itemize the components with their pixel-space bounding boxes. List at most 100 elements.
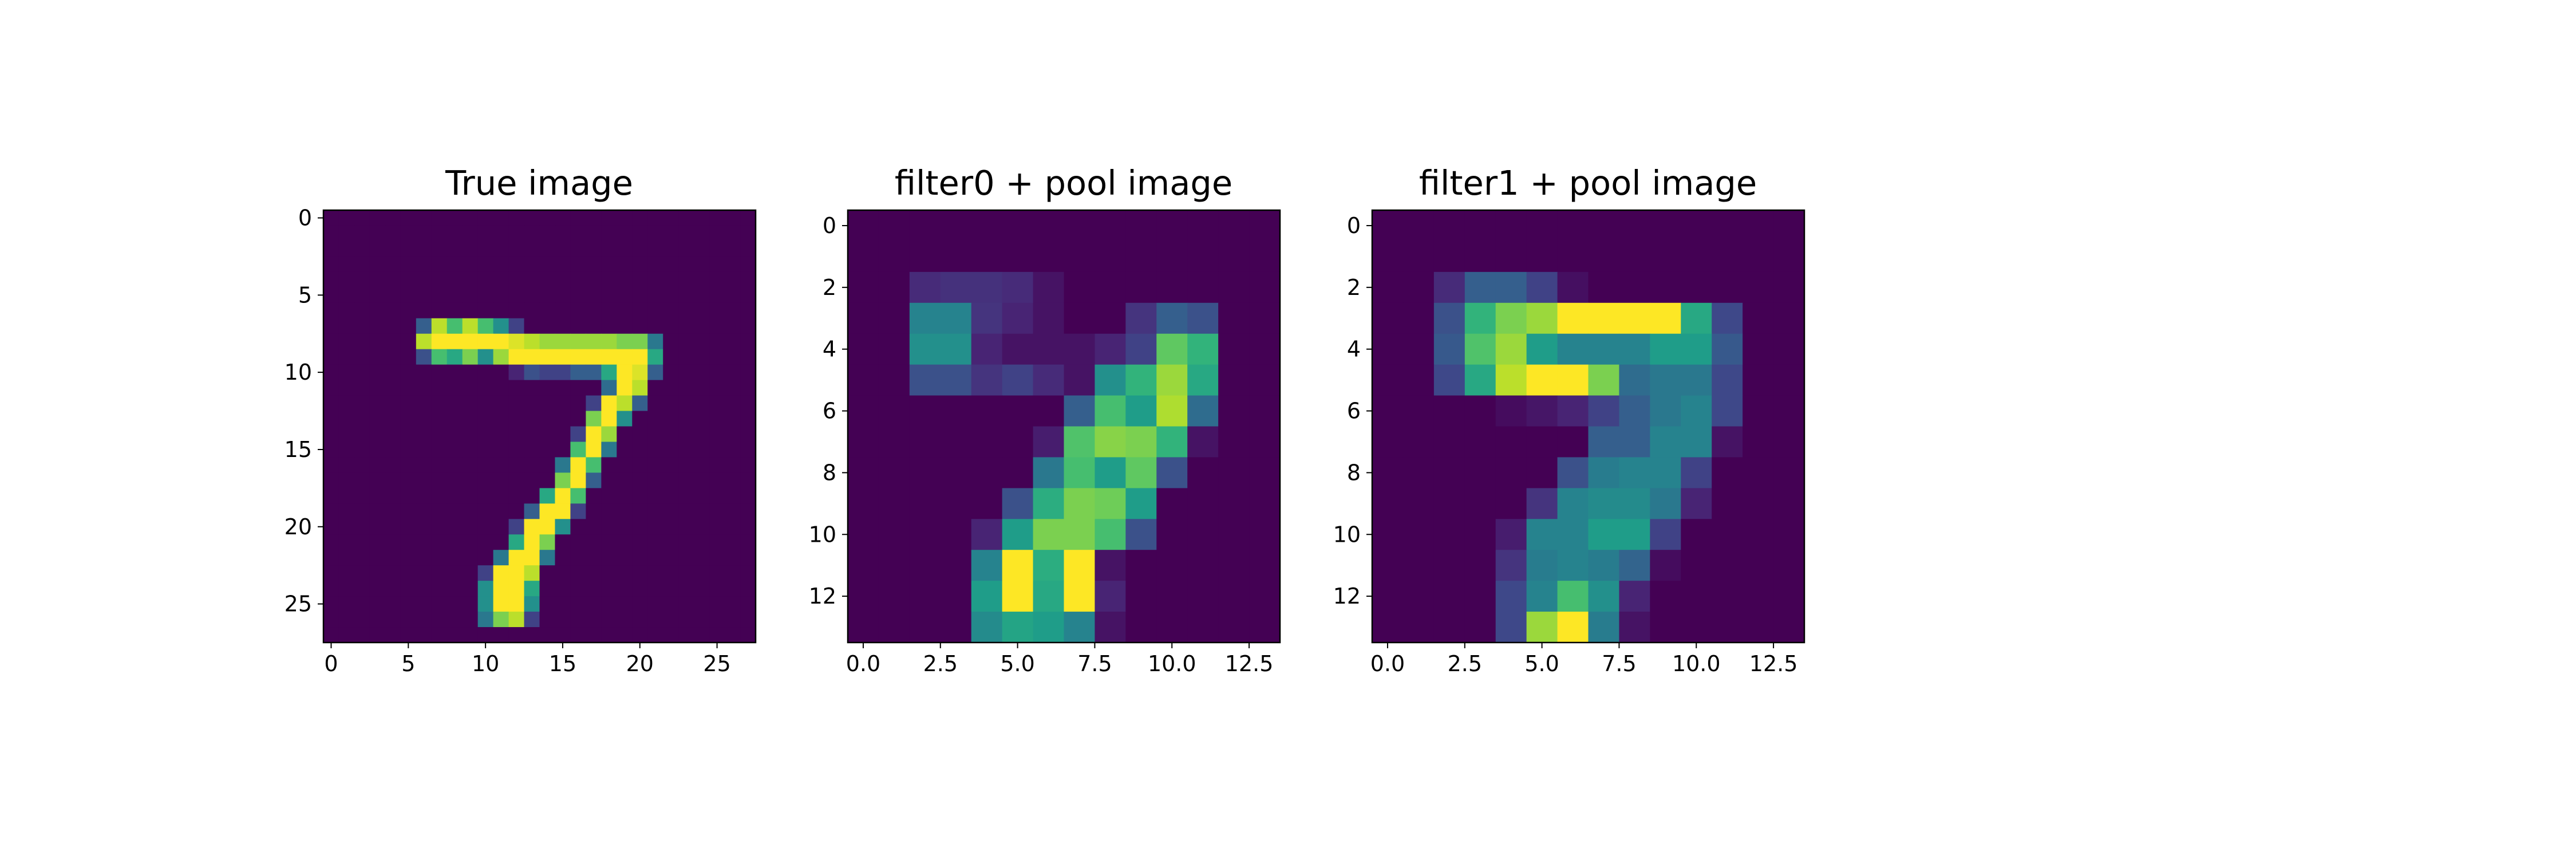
- heatmap-cell: [940, 457, 972, 488]
- heatmap-cell: [601, 225, 617, 242]
- heatmap-cell: [1681, 395, 1712, 427]
- heatmap-cell: [508, 271, 525, 288]
- heatmap-cell: [848, 364, 879, 396]
- heatmap-cell: [1588, 395, 1620, 427]
- heatmap-cell: [1619, 395, 1650, 427]
- heatmap-cell: [586, 503, 602, 519]
- heatmap-cell: [848, 612, 879, 643]
- heatmap-cell: [909, 210, 941, 242]
- heatmap-cell: [1464, 333, 1496, 365]
- heatmap-cell: [385, 210, 401, 226]
- heatmap-cell: [1743, 457, 1774, 488]
- heatmap-cell: [709, 349, 725, 365]
- heatmap-cell: [524, 596, 540, 612]
- heatmap-cell: [477, 596, 494, 612]
- heatmap-cell: [1002, 395, 1034, 427]
- heatmap-cell: [647, 349, 663, 365]
- heatmap-cell: [539, 612, 556, 628]
- heatmap-cell: [493, 442, 509, 458]
- plot-frame: [322, 209, 757, 644]
- heatmap-cell: [1588, 241, 1620, 273]
- heatmap-cell: [647, 472, 663, 488]
- heatmap-cell: [1712, 210, 1743, 242]
- heatmap-cell: [586, 612, 602, 628]
- heatmap-cell: [1064, 581, 1096, 612]
- heatmap-cell: [416, 349, 432, 365]
- heatmap-cell: [416, 380, 432, 396]
- heatmap-cell: [338, 395, 355, 412]
- heatmap-cell: [1156, 210, 1188, 242]
- heatmap-cell: [1464, 302, 1496, 334]
- heatmap-cell: [1125, 488, 1157, 519]
- y-tick-label: 4: [1347, 337, 1361, 362]
- heatmap-cell: [508, 612, 525, 628]
- heatmap-cell: [663, 581, 679, 597]
- heatmap-cell: [971, 519, 1003, 550]
- heatmap-cell: [385, 565, 401, 581]
- heatmap-cell: [1557, 210, 1589, 242]
- heatmap-cell: [385, 395, 401, 412]
- heatmap-cell: [740, 519, 756, 535]
- heatmap-cell: [416, 627, 432, 643]
- heatmap-cell: [539, 349, 556, 365]
- heatmap-cell: [740, 534, 756, 550]
- heatmap-cell: [647, 519, 663, 535]
- heatmap-cell: [1402, 364, 1435, 396]
- heatmap-cell: [586, 488, 602, 504]
- heatmap-cell: [462, 287, 479, 304]
- heatmap-cell: [878, 302, 910, 334]
- heatmap-cell: [555, 519, 571, 535]
- heatmap-cell: [431, 271, 448, 288]
- heatmap-cell: [617, 287, 633, 304]
- x-tick-label: 2.5: [923, 651, 958, 676]
- x-tick-label: 7.5: [1077, 651, 1112, 676]
- heatmap-cell: [617, 472, 633, 488]
- heatmap-cell: [709, 596, 725, 612]
- heatmap-cell: [617, 488, 633, 504]
- heatmap-cell: [632, 333, 648, 350]
- heatmap-cell: [555, 411, 571, 427]
- heatmap-cell: [1249, 488, 1281, 519]
- panel-title: True image: [445, 163, 633, 203]
- heatmap-cell: [601, 550, 617, 566]
- heatmap-cell: [416, 287, 432, 304]
- heatmap-cell: [1002, 612, 1034, 643]
- heatmap-cell: [1743, 302, 1774, 334]
- heatmap-cell: [555, 596, 571, 612]
- heatmap-cell: [539, 241, 556, 257]
- heatmap-cell: [1588, 271, 1620, 304]
- heatmap-cell: [354, 318, 370, 334]
- heatmap-cell: [508, 488, 525, 504]
- heatmap-cell: [632, 411, 648, 427]
- heatmap-cell: [940, 612, 972, 643]
- heatmap-cell: [1495, 550, 1527, 581]
- heatmap-cell: [709, 380, 725, 396]
- heatmap-cell: [539, 426, 556, 443]
- heatmap-cell: [617, 503, 633, 519]
- heatmap-cell: [431, 442, 448, 458]
- heatmap-cell: [524, 519, 540, 535]
- heatmap-cell: [678, 457, 694, 473]
- heatmap-cell: [878, 364, 910, 396]
- heatmap-cell: [400, 364, 417, 381]
- heatmap-cell: [447, 488, 463, 504]
- heatmap-cell: [586, 411, 602, 427]
- heatmap-cell: [524, 426, 540, 443]
- heatmap-cell: [1064, 241, 1096, 273]
- heatmap-cell: [323, 503, 339, 519]
- x-tick-label: 25: [703, 651, 730, 676]
- heatmap-cell: [848, 550, 879, 581]
- heatmap-cell: [493, 581, 509, 597]
- heatmap-cell: [524, 612, 540, 628]
- heatmap-cell: [1526, 426, 1558, 458]
- heatmap-cell: [323, 349, 339, 365]
- heatmap-cell: [848, 271, 879, 304]
- heatmap-cell: [477, 287, 494, 304]
- heatmap-cell: [385, 302, 401, 319]
- heatmap-cell: [431, 519, 448, 535]
- heatmap-cell: [400, 380, 417, 396]
- heatmap-cell: [1712, 612, 1743, 643]
- heatmap-cell: [508, 333, 525, 350]
- heatmap-cell: [1619, 612, 1650, 643]
- heatmap-cell: [385, 457, 401, 473]
